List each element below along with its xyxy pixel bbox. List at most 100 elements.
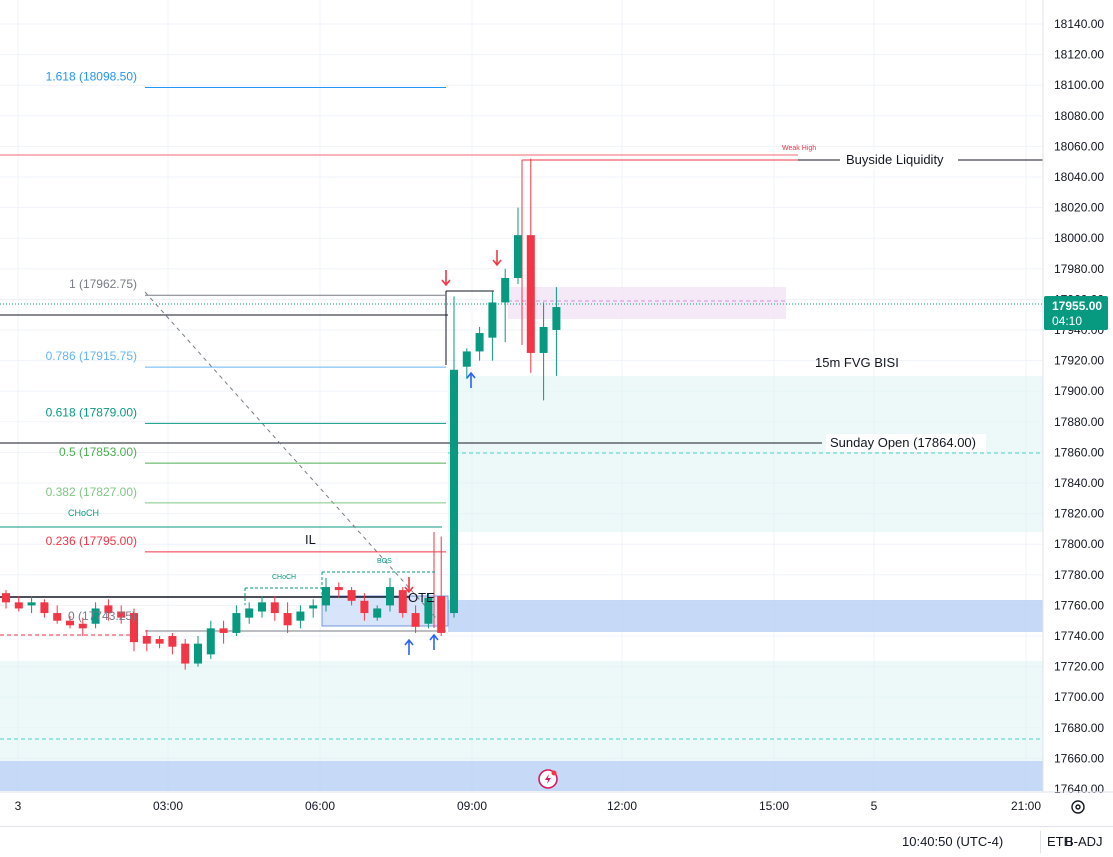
y-tick-label: 17780.00 xyxy=(1054,568,1104,582)
candle-body xyxy=(309,605,318,609)
y-tick-label: 17980.00 xyxy=(1054,262,1104,276)
x-tick-label: 21:00 xyxy=(1011,799,1041,813)
x-tick-label: 09:00 xyxy=(457,799,487,813)
candle-body xyxy=(514,235,522,278)
arrows xyxy=(404,250,502,655)
candle-body xyxy=(270,602,279,614)
fib-level-label: 0.786 (17915.75) xyxy=(46,349,137,363)
y-tick-label: 18120.00 xyxy=(1054,48,1104,62)
fib-trend-dashed xyxy=(144,291,445,628)
candle-body xyxy=(130,613,138,643)
y-tick-label: 17860.00 xyxy=(1054,445,1104,459)
bos-label: BOS xyxy=(377,558,392,565)
candle-body xyxy=(398,590,407,614)
candle-body xyxy=(283,613,292,626)
fvg-15m-pink xyxy=(508,287,786,319)
y-tick-label: 17640.00 xyxy=(1054,782,1104,796)
x-tick-label: 06:00 xyxy=(305,799,335,813)
fib-retracement[interactable]: 1.618 (18098.50) 1 (17962.75) 0.786 (17915… xyxy=(46,69,446,632)
candle-body xyxy=(450,369,458,614)
down-arrow-icon xyxy=(404,577,414,594)
candle-body xyxy=(437,596,446,633)
weak-high-label: Weak High xyxy=(782,145,816,152)
session-toggle[interactable]: ETH xyxy=(1047,834,1073,849)
x-tick-label: 5 xyxy=(871,799,878,813)
candle-body xyxy=(334,587,343,591)
y-tick-label: 18080.00 xyxy=(1054,109,1104,123)
x-tick-label: 15:00 xyxy=(759,799,789,813)
y-tick-label: 17700.00 xyxy=(1054,690,1104,704)
il-label: IL xyxy=(305,532,316,547)
drawn-lines xyxy=(0,154,1043,636)
choch-label-small: CHoCH xyxy=(272,574,296,581)
status-bar: 10:40:50 (UTC-4) ETH B-ADJ xyxy=(0,826,1113,857)
x-tick-label: 12:00 xyxy=(607,799,637,813)
y-tick-label: 18140.00 xyxy=(1054,17,1104,31)
ob-zone-mid xyxy=(448,600,1043,632)
candle-body xyxy=(117,611,126,618)
candle-body xyxy=(373,608,382,618)
y-tick-label: 18060.00 xyxy=(1054,139,1104,153)
y-tick-label: 17680.00 xyxy=(1054,721,1104,735)
candle-body xyxy=(526,235,535,353)
up-arrow-icon xyxy=(429,633,439,650)
fib-level-label: 0.236 (17795.00) xyxy=(46,534,137,548)
y-tick-label: 17660.00 xyxy=(1054,751,1104,765)
fvg-zone-upper xyxy=(448,376,1043,532)
adjust-toggle[interactable]: B-ADJ xyxy=(1065,834,1103,849)
up-arrow-icon xyxy=(466,371,476,388)
last-price-tag xyxy=(1044,296,1108,330)
y-tick-label: 17800.00 xyxy=(1054,537,1104,551)
x-tick-label: 03:00 xyxy=(153,799,183,813)
candle-body xyxy=(347,590,356,601)
price-axis[interactable]: 17640.00 17660.00 17680.00 17700.00 17720.00… xyxy=(1042,0,1113,796)
candle-body xyxy=(27,602,36,606)
candle-body xyxy=(552,307,561,330)
candle-body xyxy=(2,593,10,603)
candle-body xyxy=(104,605,113,614)
status-time: 10:40:50 (UTC-4) xyxy=(902,834,1004,849)
time-axis[interactable]: 3 03:00 06:00 09:00 12:00 15:00 5 21:00 xyxy=(0,791,1113,826)
candle-body xyxy=(181,643,190,664)
candle-body xyxy=(360,600,369,614)
candle-body xyxy=(219,628,228,633)
candle-body xyxy=(14,602,23,609)
candle-body xyxy=(194,643,202,664)
candle-body xyxy=(40,602,49,614)
down-arrow-icon xyxy=(441,270,451,287)
y-tick-label: 17740.00 xyxy=(1054,629,1104,643)
y-tick-label: 18000.00 xyxy=(1054,231,1104,245)
lightning-icon[interactable] xyxy=(538,769,558,789)
buyside-label: Buyside Liquidity xyxy=(846,152,944,167)
candle-body xyxy=(501,277,510,303)
fib-zero-label: 0 (17743.25) xyxy=(68,609,136,623)
down-arrow-icon xyxy=(492,250,502,267)
candle-body xyxy=(475,333,484,352)
fib-level-label: 1 (17962.75) xyxy=(69,277,137,291)
ote-label: OTE xyxy=(408,590,435,605)
choch-label-left: CHoCH xyxy=(68,508,99,518)
candle-body xyxy=(386,587,394,606)
candle-body xyxy=(232,613,241,633)
candle-body xyxy=(245,608,254,618)
y-tick-label: 18100.00 xyxy=(1054,78,1104,92)
candles xyxy=(2,158,561,670)
candle-body xyxy=(66,620,74,626)
y-tick-label: 17880.00 xyxy=(1054,415,1104,429)
candle-body xyxy=(411,613,420,627)
zones xyxy=(0,287,1043,791)
countdown: 04:10 xyxy=(1052,314,1082,328)
y-tick-label: 17840.00 xyxy=(1054,476,1104,490)
fib-level-label: 0.618 (17879.00) xyxy=(46,405,137,419)
y-tick-label: 17720.00 xyxy=(1054,660,1104,674)
fvg-label: 15m FVG BISI xyxy=(815,355,899,370)
y-tick-label: 17900.00 xyxy=(1054,384,1104,398)
last-price-value: 17955.00 xyxy=(1052,299,1102,313)
price-chart[interactable]: 1.618 (18098.50) 1 (17962.75) 0.786 (17915… xyxy=(0,0,1113,826)
y-tick-label: 18020.00 xyxy=(1054,201,1104,215)
sunday-open-label: Sunday Open (17864.00) xyxy=(830,435,976,450)
settings-gear-icon[interactable] xyxy=(1071,800,1085,814)
candle-body xyxy=(539,326,548,353)
y-tick-label: 17760.00 xyxy=(1054,598,1104,612)
candle-body xyxy=(424,597,433,624)
